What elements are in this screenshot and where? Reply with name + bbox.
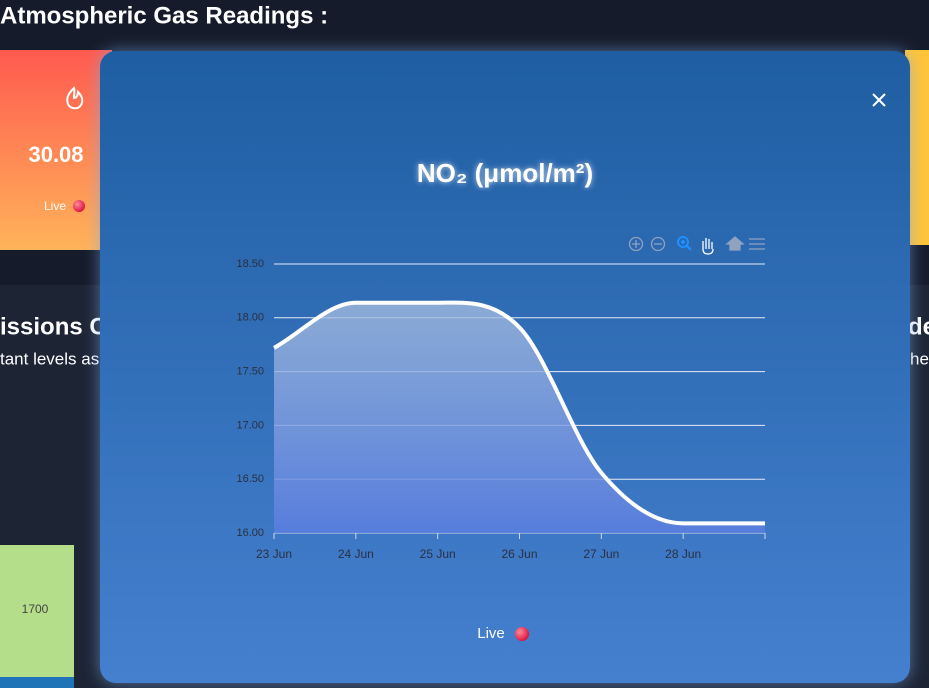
y-tick-label: 18.50	[236, 258, 264, 270]
y-tick-label: 16.00	[236, 527, 264, 539]
pan[interactable]	[702, 238, 714, 255]
x-tick-label: 27 Jun	[583, 547, 619, 561]
live-dot	[515, 627, 529, 641]
zoom-select[interactable]	[677, 236, 692, 251]
close-button[interactable]	[872, 93, 886, 107]
section-sub: tant levels as	[0, 349, 99, 368]
reset[interactable]	[725, 236, 745, 251]
zoom-out[interactable]	[650, 236, 666, 252]
y-tick-label: 17.50	[236, 366, 264, 378]
section-title: de	[908, 313, 929, 340]
y-tick-label: 16.50	[236, 473, 264, 485]
bg-bar	[0, 545, 74, 677]
x-tick-label: 25 Jun	[420, 547, 456, 561]
x-tick-label: 24 Jun	[338, 547, 374, 561]
y-tick-label: 17.00	[236, 419, 264, 431]
heading: Atmospheric Gas Readings :	[0, 2, 328, 29]
gas-card	[0, 50, 112, 250]
line	[273, 300, 765, 526]
section-title: issions C	[0, 313, 107, 340]
x-tick-label: 26 Jun	[501, 547, 537, 561]
x-tick-label: 28 Jun	[665, 547, 701, 561]
plot: 16.00 16.50 17.00 17.50 18.00 18.50 23 Jun 24 J…	[236, 258, 766, 561]
toolbar	[628, 236, 765, 255]
bg-bar	[0, 677, 74, 688]
bar-label: 1700	[22, 602, 49, 616]
zoom-in[interactable]	[628, 236, 644, 252]
x-tick-label: 23 Jun	[256, 547, 292, 561]
section-sub: her	[910, 349, 929, 368]
live-dot	[73, 200, 85, 212]
menu[interactable]	[749, 238, 765, 250]
area	[274, 302, 765, 533]
flame-icon	[66, 86, 84, 110]
y-tick-label: 18.00	[236, 312, 264, 324]
live-label: Live	[477, 625, 505, 642]
card-live: Live	[44, 199, 66, 213]
chart-title: NO₂ (μmol/m²)	[417, 158, 593, 188]
card-value: 30.08	[28, 142, 83, 167]
